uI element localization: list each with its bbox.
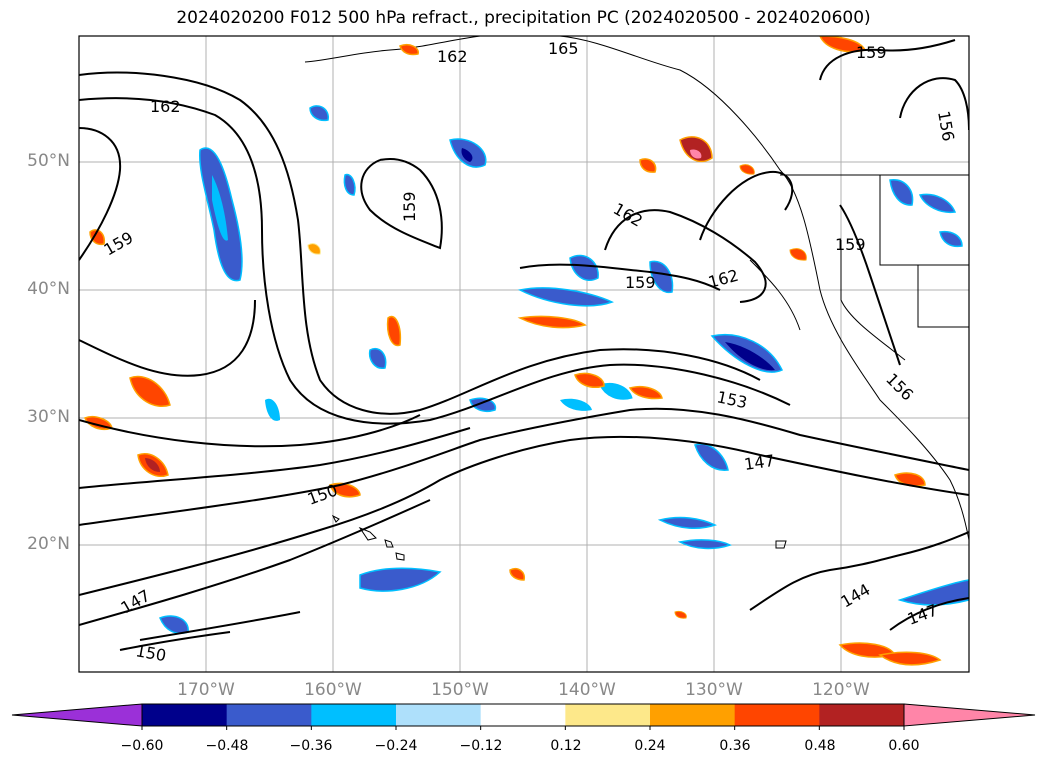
longitude-label: 140°W [558,680,616,700]
colorbar-segment [396,704,482,726]
contour-label: 159 [400,191,419,222]
colorbar-segment [565,704,651,726]
latitude-label: 20°N [27,534,70,554]
longitude-label: 120°W [812,680,870,700]
colorbar-segment [142,704,228,726]
longitude-label: 150°W [431,680,489,700]
colorbar-segment [650,704,736,726]
longitude-label: 170°W [177,680,235,700]
refractivity-contours [79,39,969,651]
colorbar-tick-label: −0.12 [459,738,503,754]
positive-patches [84,36,942,666]
colorbar-outline [141,703,905,727]
colorbar-ticks [141,726,905,730]
contour-label: 144 [838,580,874,612]
colorbar-tick-label: −0.36 [289,738,333,754]
contour-label: 162 [150,97,181,116]
colorbar-segment [819,704,905,726]
longitude-label: 130°W [685,680,743,700]
colorbar-tick-label: −0.48 [205,738,249,754]
map-frame [78,35,970,673]
colorbar-extend-high [903,703,1036,727]
islands [331,514,787,561]
latitude-label: 30°N [27,407,70,427]
colorbar-tick-label: 0.60 [888,738,920,754]
contour-label: 159 [101,228,137,260]
colorbar-tick-label: 0.12 [550,738,582,754]
colorbar-extend-low [11,703,143,727]
contour-label: 150 [305,480,340,508]
colorbar-segment [734,704,820,726]
contour-label: 159 [856,43,887,62]
negative-patches [159,105,969,634]
contour-label: 159 [835,235,866,254]
colorbar-segment [311,704,397,726]
contour-label: 150 [134,641,167,665]
contour-label: 147 [743,451,776,474]
contour-label: 159 [625,273,656,292]
contour-label: 156 [882,369,917,404]
contour-label: 162 [706,266,740,292]
colorbar-segment [226,704,312,726]
latitude-label: 40°N [27,279,70,299]
colorbar-segment [480,704,566,726]
colorbar-tick-label: −0.60 [120,738,164,754]
longitude-label: 160°W [304,680,362,700]
contour-label: 162 [610,199,646,231]
latitude-label: 50°N [27,151,70,171]
contour-label-layer: 165 162 162 159 159 162 159 162 159 159 … [101,39,959,665]
contour-label: 162 [437,47,468,66]
precipitation-field [84,36,969,666]
map-canvas: 165 162 162 159 159 162 159 162 159 159 … [78,35,970,673]
colorbar-tick-label: −0.24 [374,738,418,754]
colorbar-tick-label: 0.48 [804,738,836,754]
contour-label: 153 [715,387,749,412]
colorbar-tick-label: 0.36 [719,738,751,754]
contour-label: 147 [905,600,940,628]
colorbar-segments [11,703,1036,727]
map-title: 2024020200 F012 500 hPa refract., precip… [176,8,871,28]
contour-label: 165 [548,39,579,58]
contour-label: 156 [934,109,958,142]
colorbar-tick-label: 0.24 [634,738,666,754]
